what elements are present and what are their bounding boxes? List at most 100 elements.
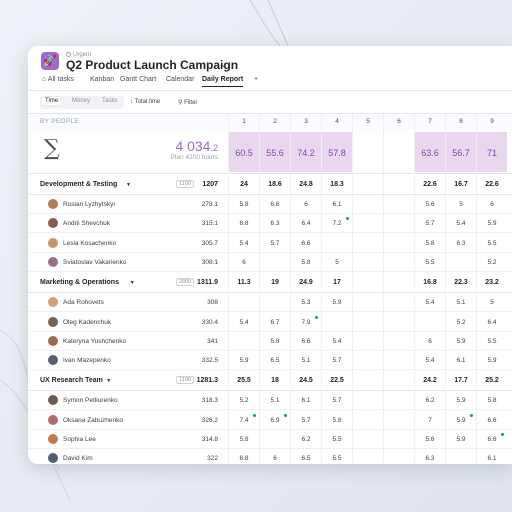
person-row[interactable]: Lesia Kosachenko 305.7 5.4 5.7 6.6 5.8 6.3 5.5 [28,234,512,253]
group-day-total[interactable]: 25.2 [485,377,499,385]
day-value[interactable]: 5.4 [332,337,342,345]
summary-value[interactable]: 57.8 [328,148,346,158]
day-value[interactable]: 6.2 [425,397,435,405]
group-day-total[interactable]: 23.2 [485,279,499,287]
group-day-total[interactable]: 24.5 [299,377,313,385]
day-value[interactable]: 5.9 [456,337,466,345]
day-value[interactable]: 5.9 [456,397,466,405]
group-day-total[interactable]: 24.9 [299,279,313,287]
day-value[interactable]: 7.2 [332,220,342,228]
chevron-down-icon[interactable]: ⌄ [220,59,228,69]
column-header-day[interactable]: 2 [273,118,277,125]
summary-value[interactable]: 55.6 [266,148,284,158]
day-value[interactable]: 6.3 [270,220,280,228]
day-value[interactable]: 5.7 [301,416,311,424]
day-value[interactable]: 5.4 [239,239,249,247]
comment-indicator-icon[interactable] [253,413,256,417]
day-value[interactable]: 5.1 [301,357,311,365]
day-value[interactable]: 6.6 [270,201,280,208]
day-value[interactable]: 5.3 [301,299,311,307]
day-value[interactable]: 5.8 [270,337,280,345]
person-row[interactable]: Ada Rohovets 308 5.3 5.9 5.4 5.1 5 [28,293,512,313]
column-header-day[interactable]: 7 [428,118,432,125]
person-row[interactable]: Symon Petliurenko 318.3 5.2 5.1 6.1 5.7 6.2 5.9… [28,391,512,411]
column-header-day[interactable]: 4 [335,118,339,125]
group-day-total[interactable]: 24.8 [299,181,313,188]
tab-gantt-chart[interactable]: Gantt Chart [120,76,157,83]
summary-value[interactable]: 60.5 [235,148,253,158]
day-value[interactable]: 6.1 [487,455,497,463]
day-value[interactable]: 5.9 [456,416,466,424]
group-day-total[interactable]: 18.3 [330,181,344,188]
day-value[interactable]: 5.8 [332,416,342,424]
caret-down-icon[interactable]: ▼ [129,280,135,287]
column-header-day[interactable]: 6 [397,118,401,125]
day-value[interactable]: 6.2 [301,436,311,443]
segment-money[interactable]: Money [72,98,91,104]
day-value[interactable]: 7 [428,416,432,424]
day-value[interactable]: 5 [490,299,494,307]
day-value[interactable]: 5.6 [425,201,435,208]
day-value[interactable]: 5.9 [332,299,342,307]
day-value[interactable]: 5.7 [270,239,280,247]
day-value[interactable]: 5.2 [456,318,466,326]
day-value[interactable]: 5.9 [239,357,249,365]
day-value[interactable]: 5.9 [487,357,497,365]
day-value[interactable]: 5.6 [425,436,435,443]
day-value[interactable]: 5.5 [332,455,342,463]
day-value[interactable]: 5.9 [456,436,466,443]
day-value[interactable]: 7.9 [301,318,311,326]
day-value[interactable]: 5.1 [270,397,280,405]
day-value[interactable]: 6.6 [301,337,311,345]
tab-daily-report[interactable]: Daily Report [202,76,244,87]
person-row[interactable]: Ruslan Lyzhytskyi 278.1 5.8 6.6 6 6.1 5.6 5 6 [28,195,512,214]
day-value[interactable]: 6.3 [456,239,466,247]
day-value[interactable]: 7.4 [239,416,249,424]
comment-indicator-icon[interactable] [501,433,504,436]
person-row[interactable]: Sviatoslav Vakarienko 308.1 6 5.8 5 5.5 5.2 [28,253,512,272]
person-row[interactable]: Kateryna Yushchenko 341 5.8 6.6 5.4 6 5.9 5.5 [28,332,512,351]
day-value[interactable]: 5.4 [425,357,435,365]
day-value[interactable]: 6.6 [487,436,497,443]
group-day-total[interactable]: 17 [333,279,341,287]
summary-value[interactable]: 71 [486,148,497,158]
group-day-total[interactable]: 16.7 [454,181,468,188]
group-row[interactable]: Development & Testing ▼ 1100 1207 24 18.6 24.8… [28,175,512,195]
day-value[interactable]: 6.8 [239,220,249,228]
comment-indicator-icon[interactable] [470,413,473,417]
day-value[interactable]: 6.8 [239,455,249,463]
day-value[interactable]: 6 [242,258,246,266]
tab-kanban[interactable]: Kanban [90,76,115,83]
day-value[interactable]: 6 [273,455,277,463]
group-day-total[interactable]: 18.6 [268,181,282,188]
day-value[interactable]: 6.5 [270,357,280,365]
segment-tasks[interactable]: Tasks [102,98,118,104]
group-row[interactable]: UX Research Team ▼ 1100 1281.3 25.5 18 24.5 22.… [28,371,512,392]
add-tab-button[interactable]: + [254,76,259,83]
day-value[interactable]: 5.8 [425,239,435,247]
day-value[interactable]: 6.4 [301,220,311,228]
group-day-total[interactable]: 22.6 [423,181,437,188]
group-day-total[interactable]: 25.5 [237,377,251,385]
comment-indicator-icon[interactable] [315,315,318,319]
comment-indicator-icon[interactable] [346,217,349,221]
day-value[interactable]: 5.5 [487,337,497,345]
person-row[interactable]: Ivan Mazepenko 332.5 5.9 6.5 5.1 5.7 5.4 6.1 5.9 [28,351,512,371]
day-value[interactable]: 6.5 [301,455,311,463]
column-header-day[interactable]: 8 [459,118,463,125]
day-value[interactable]: 6.1 [301,397,311,405]
day-value[interactable]: 6.6 [487,416,497,424]
group-day-total[interactable]: 17.7 [454,377,468,385]
summary-value[interactable]: 56.7 [452,148,470,158]
day-value[interactable]: 5.4 [239,318,249,326]
day-value[interactable]: 5.5 [332,436,342,443]
tab-all-tasks[interactable]: ⌂ All tasks [42,76,74,83]
day-value[interactable]: 5 [335,258,339,266]
group-day-total[interactable]: 22.5 [330,377,344,385]
day-value[interactable]: 5.2 [239,397,249,405]
day-value[interactable]: 6.6 [301,239,311,247]
caret-down-icon[interactable]: ▼ [125,182,131,188]
day-value[interactable]: 6.9 [270,416,280,424]
caret-down-icon[interactable]: ▼ [106,378,112,385]
group-day-total[interactable]: 22.6 [485,181,499,188]
